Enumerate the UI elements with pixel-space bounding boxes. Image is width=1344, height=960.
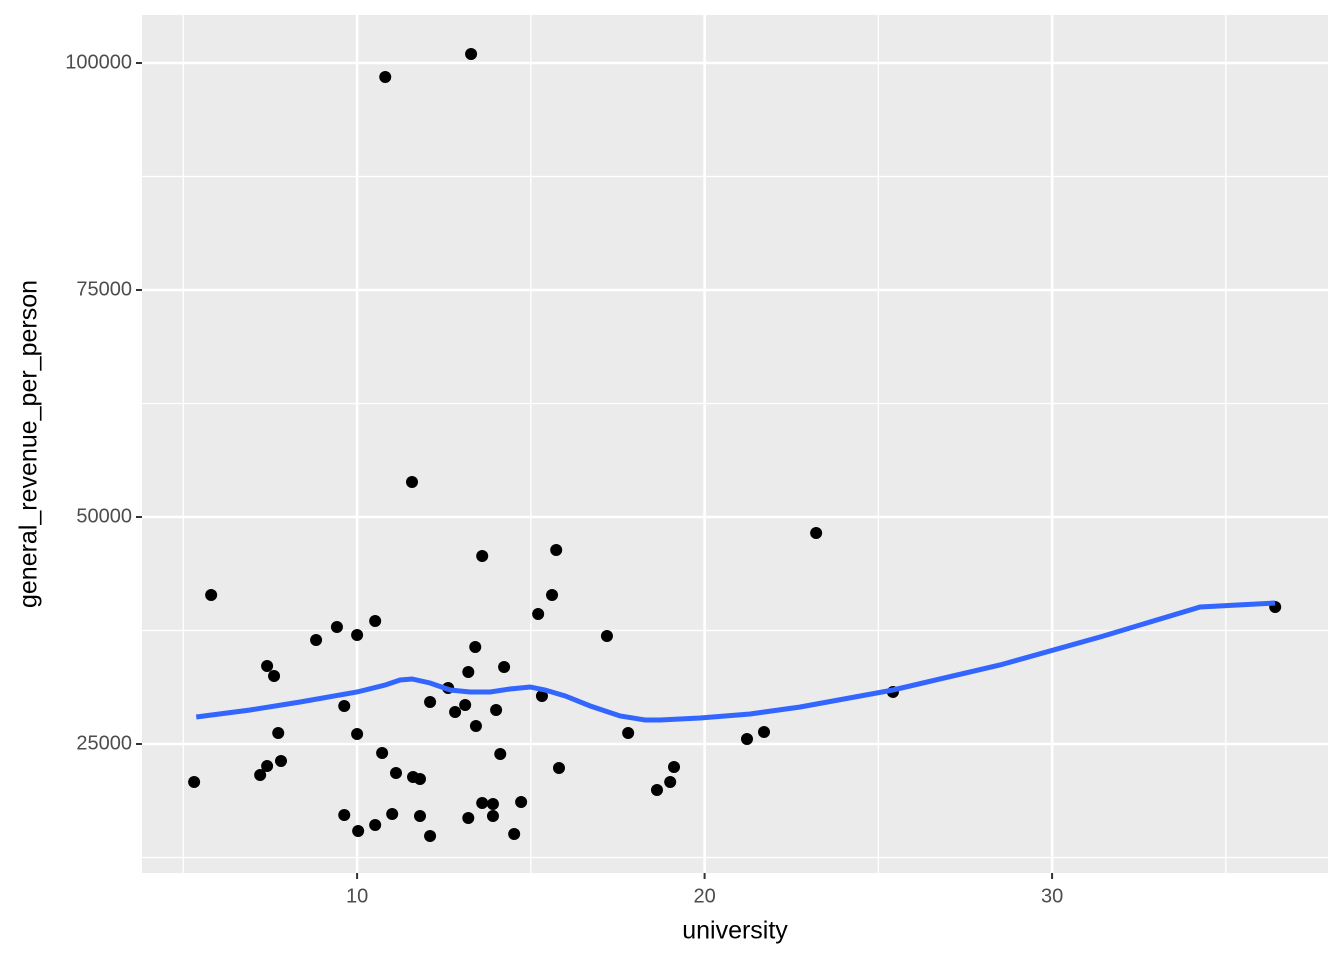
point: [254, 768, 267, 781]
panel: [142, 15, 1328, 873]
point: [351, 727, 364, 740]
point: [274, 754, 287, 767]
point: [469, 719, 482, 732]
y-tick-label: 75000: [76, 278, 132, 300]
x-tick-label: 30: [1041, 885, 1063, 907]
point: [205, 588, 218, 601]
point: [449, 705, 462, 718]
point: [351, 628, 364, 641]
point: [498, 660, 511, 673]
y-tick-label: 50000: [76, 505, 132, 527]
point: [810, 526, 823, 539]
point: [740, 732, 753, 745]
point: [465, 47, 478, 60]
point: [338, 699, 351, 712]
point: [338, 808, 351, 821]
point: [406, 475, 419, 488]
point: [352, 824, 365, 837]
point: [330, 620, 343, 633]
point: [459, 698, 472, 711]
point: [600, 629, 613, 642]
x-tick-label: 10: [346, 885, 368, 907]
point: [424, 695, 437, 708]
y-tick-label: 100000: [65, 51, 132, 73]
point: [664, 775, 677, 788]
point: [462, 665, 475, 678]
x-tick-label: 20: [693, 885, 715, 907]
point: [668, 760, 681, 773]
y-tick-label: 25000: [76, 732, 132, 754]
point: [386, 807, 399, 820]
point: [310, 633, 323, 646]
point: [508, 827, 521, 840]
point: [550, 543, 563, 556]
point: [532, 607, 545, 620]
point: [188, 775, 201, 788]
point: [413, 809, 426, 822]
point: [413, 772, 426, 785]
point: [369, 614, 382, 627]
point: [552, 761, 565, 774]
y-axis-title: general_revenue_per_person: [15, 280, 43, 608]
point: [546, 588, 559, 601]
point: [486, 809, 499, 822]
point: [376, 746, 389, 759]
point: [390, 766, 403, 779]
point: [379, 70, 392, 83]
point: [369, 818, 382, 831]
x-axis-title: university: [682, 917, 788, 945]
point: [758, 725, 771, 738]
point: [272, 726, 285, 739]
smooth-line: [195, 600, 1276, 723]
point: [261, 759, 274, 772]
point: [261, 659, 274, 672]
point: [622, 726, 635, 739]
point: [424, 829, 437, 842]
point: [476, 549, 489, 562]
point: [462, 811, 475, 824]
point: [650, 783, 663, 796]
point: [268, 669, 281, 682]
point: [469, 640, 482, 653]
point: [494, 747, 507, 760]
point: [535, 689, 548, 702]
point: [486, 797, 499, 810]
point: [490, 703, 503, 716]
point: [476, 796, 489, 809]
point: [515, 795, 528, 808]
